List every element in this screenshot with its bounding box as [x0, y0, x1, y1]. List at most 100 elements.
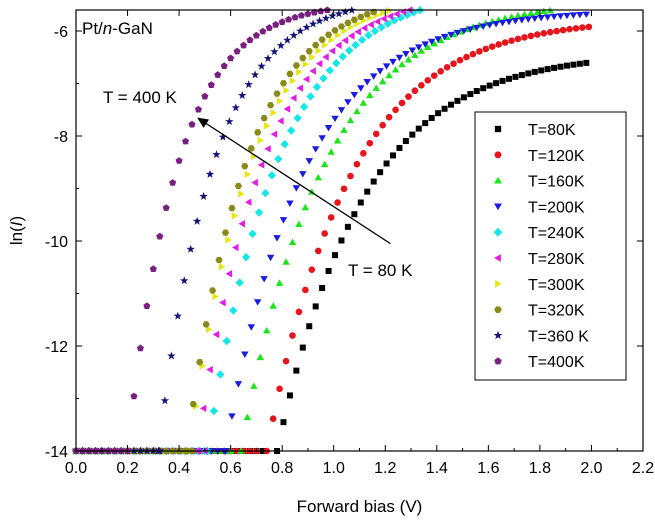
data-point: [341, 36, 349, 45]
data-point: [393, 10, 400, 18]
data-point: [235, 278, 244, 287]
data-point: [424, 76, 432, 84]
data-point: [220, 62, 228, 69]
data-point: [194, 105, 202, 113]
data-point: [321, 41, 329, 49]
data-point: [192, 216, 202, 225]
legend-marker-t-80k: [494, 125, 502, 133]
data-point: [369, 73, 378, 80]
data-point: [322, 53, 329, 61]
data-point: [305, 48, 313, 55]
data-point: [315, 16, 324, 25]
data-point: [282, 258, 290, 265]
data-point: [324, 125, 333, 132]
data-point: [514, 35, 522, 43]
data-point: [450, 60, 457, 67]
data-point: [250, 70, 260, 79]
data-point: [435, 110, 442, 117]
data-point: [380, 15, 387, 23]
data-point: [296, 26, 305, 35]
data-point: [364, 188, 371, 195]
data-point: [270, 130, 278, 138]
data-point: [325, 267, 332, 274]
data-point: [430, 72, 438, 79]
data-point: [436, 36, 445, 44]
data-point: [319, 74, 328, 83]
data-point: [486, 82, 493, 89]
data-point: [501, 39, 509, 46]
data-point: [525, 70, 532, 77]
data-point: [376, 68, 384, 75]
data-point: [337, 107, 346, 114]
data-point: [415, 44, 423, 51]
data-point: [315, 47, 322, 55]
data-point: [304, 10, 312, 17]
data-point: [270, 109, 277, 117]
data-point: [244, 80, 253, 89]
data-point: [295, 220, 303, 228]
data-point: [370, 178, 377, 185]
data-point: [156, 232, 164, 240]
y-axis-ticks: -14 -12 -10 -8 -6: [45, 24, 643, 461]
data-point: [363, 79, 371, 86]
data-point: [334, 9, 344, 18]
data-point: [219, 298, 226, 307]
data-point: [332, 252, 339, 259]
data-point: [257, 136, 264, 145]
data-point: [246, 36, 254, 44]
data-point: [520, 10, 529, 18]
data-point: [572, 25, 580, 32]
data-point: [373, 17, 381, 26]
data-point: [408, 47, 417, 55]
data-point: [454, 97, 461, 104]
data-point: [231, 103, 240, 112]
data-point: [441, 105, 448, 112]
data-point: [379, 121, 386, 129]
data-point: [338, 237, 345, 244]
data-point: [225, 236, 232, 244]
data-point: [357, 35, 367, 45]
data-point: [231, 212, 239, 220]
legend-marker-t-360-k: [493, 330, 503, 340]
data-point: [297, 11, 306, 19]
data-point: [428, 114, 435, 121]
data-point: [370, 26, 380, 36]
data-point: [479, 23, 487, 30]
data-point: [576, 60, 583, 67]
data-point: [199, 191, 208, 200]
data-point: [167, 351, 176, 360]
data-point: [537, 14, 545, 22]
data-point: [309, 53, 316, 61]
data-point: [366, 91, 374, 99]
data-point: [447, 31, 455, 39]
data-point: [327, 214, 335, 221]
data-point: [320, 160, 329, 168]
data-point: [498, 19, 507, 27]
data-point: [302, 286, 309, 294]
data-point: [553, 27, 560, 35]
data-point: [248, 229, 257, 239]
data-point: [247, 145, 255, 152]
data-point: [544, 66, 551, 73]
data-point: [306, 92, 315, 101]
data-point: [527, 9, 535, 17]
data-point: [209, 406, 219, 416]
x-tick-label: 2.0: [580, 460, 602, 477]
data-point: [282, 357, 290, 365]
x-axis-title: Forward bias (V): [297, 497, 423, 516]
data-point: [205, 325, 213, 334]
data-point: [377, 23, 386, 32]
data-point: [238, 190, 245, 198]
data-point: [531, 15, 539, 23]
y-tick-label: -6: [54, 24, 68, 41]
data-point: [201, 92, 209, 100]
legend-label-t-160k: T=160K: [528, 174, 585, 191]
data-point: [319, 285, 326, 292]
data-point: [234, 182, 242, 190]
data-point: [312, 82, 322, 92]
data-point: [205, 169, 215, 178]
data-point: [351, 211, 358, 218]
y-tick-label: -8: [54, 129, 68, 146]
data-point: [196, 359, 204, 366]
data-point: [359, 99, 368, 106]
